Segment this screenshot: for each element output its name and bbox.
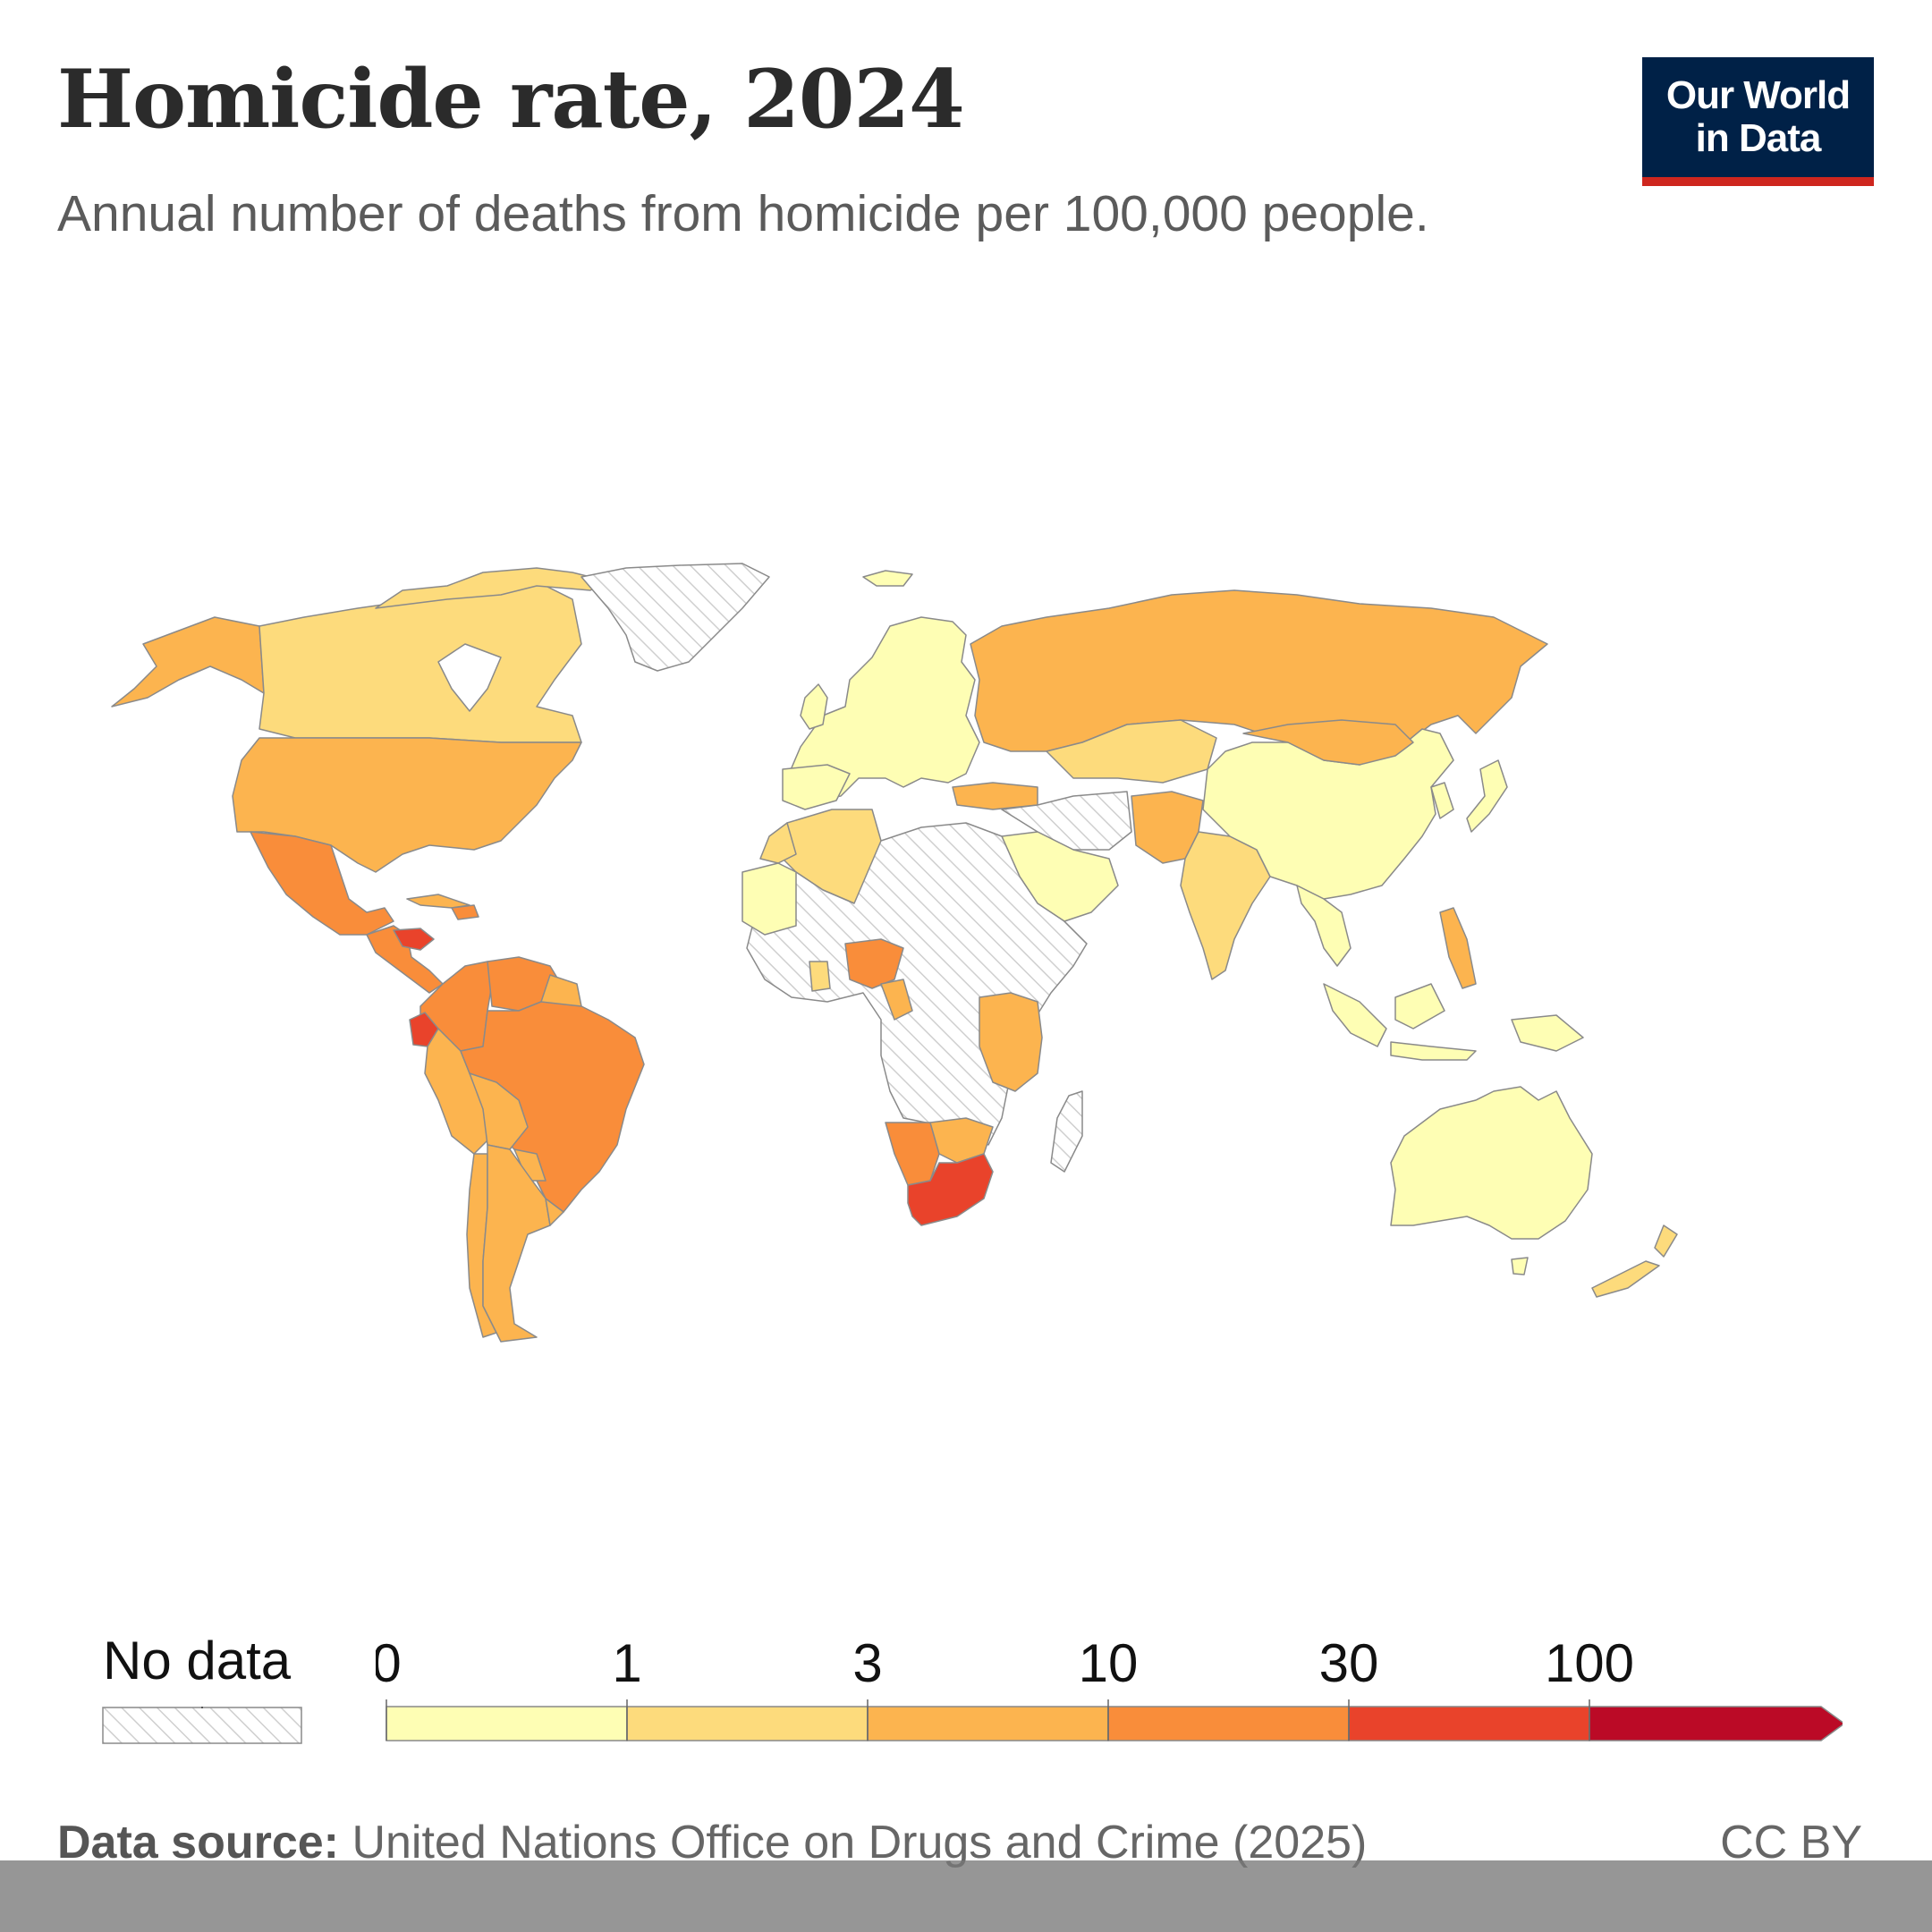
region-south-africa[interactable]: [907, 1153, 994, 1226]
legend-bin-4[interactable]: [1348, 1706, 1590, 1741]
region-greenland[interactable]: [580, 563, 770, 672]
legend-bin-3[interactable]: [1107, 1706, 1350, 1741]
data-source-label: Data source:: [57, 1817, 339, 1868]
region-united-kingdom[interactable]: [800, 683, 828, 730]
legend-tick-label: 10: [1079, 1633, 1139, 1693]
region-tasmania[interactable]: [1511, 1257, 1529, 1275]
owid-logo[interactable]: Our World in Data: [1642, 57, 1874, 186]
legend-tick-label: 3: [852, 1633, 882, 1693]
region-hispaniola[interactable]: [451, 904, 479, 920]
legend-no-data-label: No data: [103, 1631, 292, 1690]
region-nigeria[interactable]: [844, 938, 904, 989]
region-turkey[interactable]: [952, 782, 1038, 810]
world-map[interactable]: [0, 0, 1932, 1521]
color-scale-legend: 0 1 3 10 30 100: [376, 1633, 1843, 1741]
region-philippines[interactable]: [1439, 907, 1477, 989]
region-bolivia[interactable]: [469, 1072, 529, 1150]
legend-tick-label: 100: [1545, 1633, 1634, 1693]
data-source: Data source: United Nations Office on Dr…: [57, 1816, 1367, 1869]
region-russia[interactable]: [970, 589, 1548, 766]
region-southeast-asia[interactable]: [1296, 885, 1352, 967]
hudson-bay: [437, 643, 502, 712]
region-madagascar[interactable]: [1050, 1090, 1083, 1173]
legend-no-data-swatch[interactable]: [102, 1707, 302, 1744]
region-kazakhstan[interactable]: [1046, 719, 1217, 784]
region-uruguay[interactable]: [545, 1198, 564, 1226]
region-canada[interactable]: [258, 580, 582, 743]
region-alaska[interactable]: [111, 616, 265, 708]
data-source-text[interactable]: United Nations Office on Drugs and Crime…: [339, 1817, 1368, 1868]
region-korea[interactable]: [1430, 782, 1454, 819]
region-india[interactable]: [1180, 831, 1271, 980]
region-west-sahara[interactable]: [741, 862, 797, 936]
legend-tick-label: 1: [612, 1633, 641, 1693]
region-cuba[interactable]: [406, 894, 470, 909]
region-iberia[interactable]: [782, 764, 851, 810]
region-japan[interactable]: [1466, 759, 1508, 833]
region-new-zealand[interactable]: [1591, 1224, 1678, 1298]
legend-tick-label: 30: [1319, 1633, 1379, 1693]
region-indonesia[interactable]: [1323, 983, 1584, 1061]
region-argentina[interactable]: [482, 1144, 551, 1343]
bottom-overlay-bar: [0, 1860, 1932, 1932]
region-australia[interactable]: [1390, 1086, 1593, 1240]
region-mongolia[interactable]: [1242, 719, 1414, 766]
region-namibia[interactable]: [885, 1122, 940, 1186]
license[interactable]: CC BY: [1720, 1817, 1862, 1868]
legend-bin-5[interactable]: [1589, 1706, 1843, 1741]
legend-tick-label: 0: [376, 1633, 402, 1693]
region-honduras[interactable]: [393, 928, 435, 951]
region-cameroon[interactable]: [880, 979, 913, 1021]
region-ghana[interactable]: [809, 961, 831, 992]
legend-bin-2[interactable]: [867, 1706, 1109, 1741]
logo-line-2: in Data: [1695, 116, 1822, 160]
chart-subtitle: Annual number of deaths from homicide pe…: [57, 185, 1429, 242]
chart-title: Homicide rate, 2024: [57, 52, 965, 147]
region-europe[interactable]: [786, 616, 980, 801]
region-iceland[interactable]: [862, 570, 913, 587]
legend-bin-0[interactable]: [386, 1706, 628, 1741]
region-mexico[interactable]: [250, 831, 394, 936]
logo-line-1: Our World: [1665, 73, 1851, 117]
region-east-africa[interactable]: [979, 992, 1043, 1092]
legend-bin-1[interactable]: [626, 1706, 869, 1741]
region-morocco[interactable]: [759, 822, 797, 864]
